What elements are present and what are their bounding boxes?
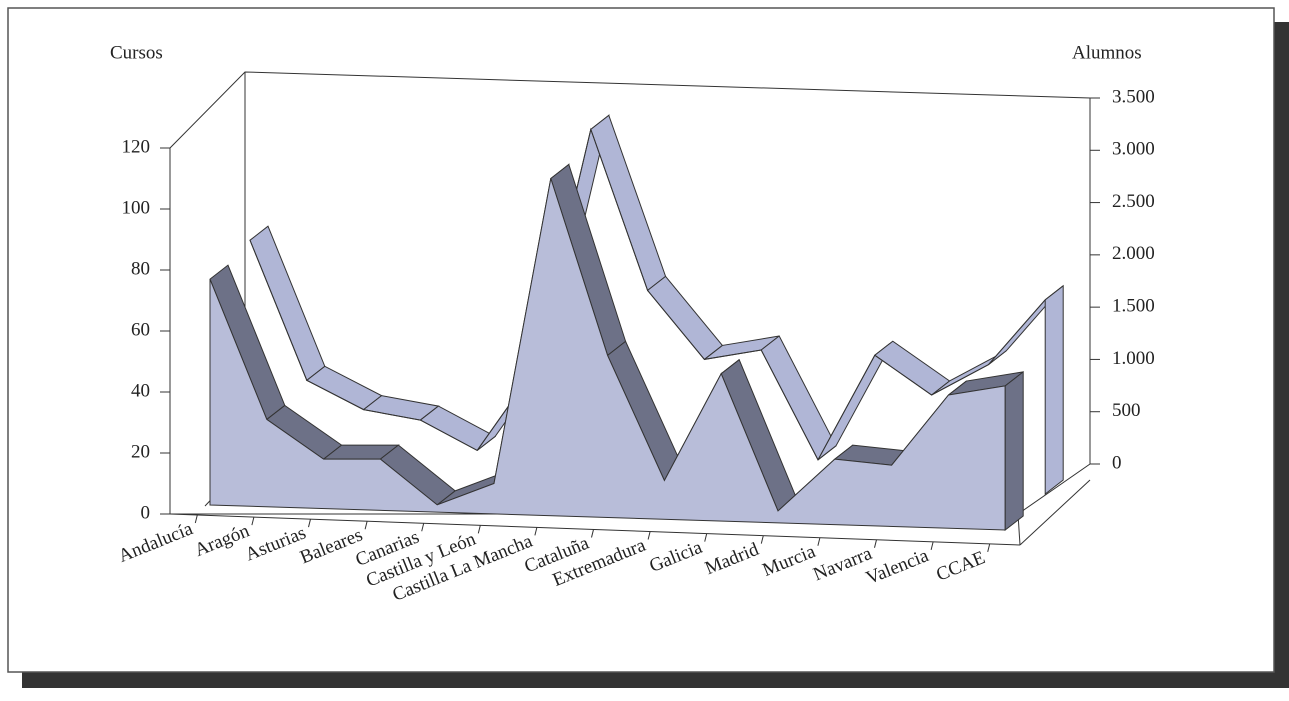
y-tick-label: 100 [122, 197, 151, 218]
frame [7, 7, 1275, 673]
y-axis-title: Cursos [110, 42, 163, 63]
y2-tick-label: 500 [1112, 400, 1141, 421]
x-tick [364, 521, 368, 530]
y-tick-label: 60 [131, 319, 150, 340]
y-tick-label: 20 [131, 441, 150, 462]
floor-edge [1019, 479, 1091, 546]
x-tick [874, 539, 877, 548]
x-tick [251, 516, 255, 526]
x-tick [704, 533, 708, 542]
y-tick-label: 40 [131, 380, 150, 401]
x-tick [817, 537, 821, 546]
x-tick [760, 535, 764, 544]
y-tick-label: 80 [131, 258, 150, 279]
area-end [1004, 370, 1024, 532]
series-end [1044, 284, 1064, 496]
x-tick [477, 525, 481, 534]
y2-tick-label: 1.000 [1112, 348, 1155, 369]
y2-axis-title: Alumnos [1072, 42, 1142, 63]
y2-tick-label: 0 [1112, 452, 1122, 473]
y2-tick-label: 2.000 [1112, 243, 1155, 264]
y2-tick-label: 3.000 [1112, 139, 1155, 160]
y2-tick-label: 3.500 [1112, 86, 1155, 107]
x-tick [647, 531, 651, 540]
x-tick [591, 529, 594, 538]
y2-tick-label: 1.500 [1112, 296, 1155, 317]
x-tick [930, 541, 934, 550]
floor-edge [169, 513, 1021, 546]
x-tick [987, 543, 991, 553]
y2-tick-label: 2.500 [1112, 191, 1155, 212]
series-line [249, 127, 1046, 461]
y-tick-label: 0 [141, 502, 151, 523]
x-tick [534, 527, 538, 536]
x-tick [308, 519, 311, 528]
y-tick-label: 120 [122, 136, 151, 157]
x-tick [194, 514, 198, 524]
x-tick [421, 523, 425, 532]
